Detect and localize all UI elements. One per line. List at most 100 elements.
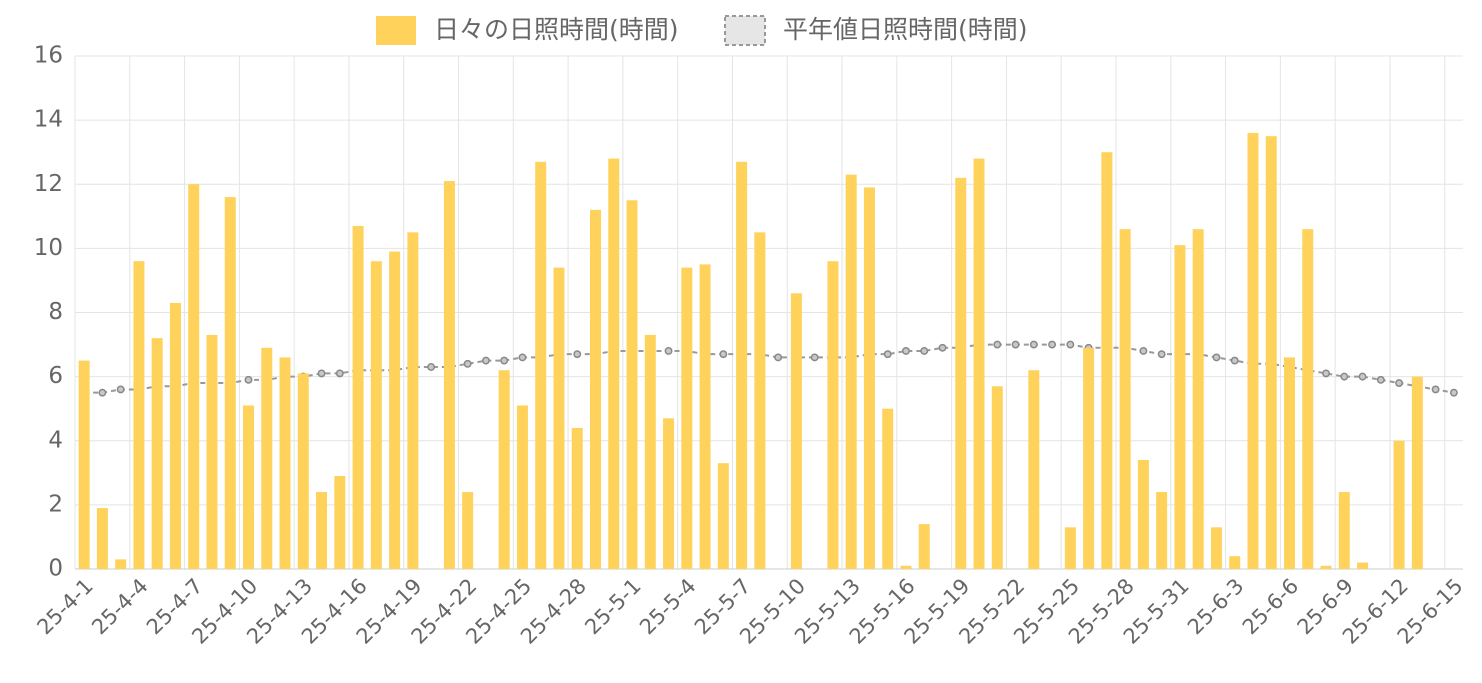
line-point: [810, 353, 819, 362]
bar: [1357, 562, 1369, 569]
bar: [407, 232, 419, 569]
line-point: [98, 388, 107, 397]
bar: [1028, 370, 1040, 569]
x-tick-label: 25-5-4: [635, 574, 700, 639]
line-point: [427, 363, 436, 371]
line-point: [1322, 369, 1330, 378]
line-point: [1011, 340, 1020, 349]
line-point: [518, 353, 527, 362]
y-tick-label: 16: [34, 43, 63, 69]
bar: [389, 251, 401, 570]
bar: [133, 261, 145, 569]
x-tick-label: 25-6-6: [1238, 574, 1303, 639]
line-point: [116, 385, 125, 394]
line-point: [1449, 388, 1458, 397]
bar: [352, 225, 364, 569]
bar: [96, 508, 108, 569]
bar: [845, 174, 857, 569]
bar: [1064, 527, 1076, 569]
bar: [991, 386, 1003, 569]
bar: [918, 524, 930, 569]
line-point: [1029, 340, 1038, 349]
line-point: [1230, 356, 1239, 365]
bar: [516, 405, 528, 569]
y-tick-label: 14: [34, 107, 63, 133]
line: [84, 343, 1455, 394]
bar: [717, 463, 729, 569]
line-point: [1066, 340, 1075, 349]
legend-swatch: [376, 16, 416, 45]
bar: [1210, 527, 1222, 569]
bar: [1174, 245, 1186, 569]
bar: [279, 357, 291, 569]
line-point: [719, 350, 728, 359]
bar: [1320, 565, 1332, 569]
line-point: [1048, 340, 1057, 349]
line-point: [774, 353, 783, 362]
bar: [498, 370, 510, 569]
bar: [754, 232, 766, 569]
legend-label: 平年値日照時間(時間): [783, 15, 1028, 44]
y-tick-label: 4: [48, 427, 63, 453]
bar: [1192, 229, 1204, 569]
line-point: [993, 340, 1002, 349]
bar: [608, 158, 620, 569]
bar: [1393, 440, 1405, 569]
bar: [206, 334, 218, 569]
bar: [1101, 152, 1113, 569]
bar: [663, 418, 675, 569]
line-point: [1431, 385, 1440, 394]
line-point: [481, 356, 490, 365]
line-point: [1212, 353, 1221, 362]
bar: [553, 267, 565, 569]
bar: [1229, 556, 1241, 569]
bar: [571, 427, 583, 569]
line-point: [1340, 372, 1349, 381]
bar: [261, 347, 273, 569]
y-tick-label: 6: [48, 363, 63, 389]
line-point: [1395, 379, 1404, 387]
bar: [681, 267, 693, 569]
line-point: [664, 347, 673, 355]
x-tick-label: 25-5-1: [580, 574, 645, 639]
bar: [169, 302, 181, 569]
bar: [1119, 229, 1131, 569]
bar: [1083, 347, 1095, 569]
line-point: [1358, 372, 1367, 381]
x-tick-label: 25-4-4: [87, 574, 152, 639]
bar: [863, 187, 875, 570]
bar: [1265, 136, 1277, 569]
y-tick-label: 8: [48, 299, 63, 325]
bar: [151, 338, 163, 569]
bar: [443, 181, 455, 569]
bar: [644, 334, 656, 569]
y-tick-label: 0: [48, 556, 63, 582]
bar: [1302, 229, 1314, 569]
line-point: [902, 347, 910, 355]
y-tick-label: 12: [34, 171, 63, 197]
bar: [882, 408, 894, 569]
bar: [790, 293, 802, 569]
bar: [316, 492, 328, 569]
line-point: [500, 356, 509, 365]
bar: [115, 559, 127, 569]
bar: [1284, 357, 1295, 569]
bar: [626, 200, 638, 569]
bar: [224, 197, 236, 569]
bar: [297, 373, 309, 569]
line-point: [463, 359, 472, 368]
line-point: [920, 347, 929, 355]
bar: [1137, 459, 1149, 569]
bar: [1338, 492, 1350, 569]
bar: [535, 161, 547, 569]
line-point: [1376, 375, 1385, 384]
bar: [334, 476, 346, 569]
bar: [1156, 492, 1168, 569]
line-point: [244, 375, 253, 384]
bar: [973, 158, 985, 569]
legend-swatch: [724, 15, 766, 46]
y-tick-label: 10: [34, 235, 63, 261]
line-point: [317, 369, 326, 378]
bar: [462, 492, 474, 569]
